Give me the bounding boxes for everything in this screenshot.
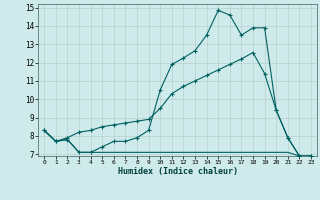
X-axis label: Humidex (Indice chaleur): Humidex (Indice chaleur) (118, 167, 238, 176)
